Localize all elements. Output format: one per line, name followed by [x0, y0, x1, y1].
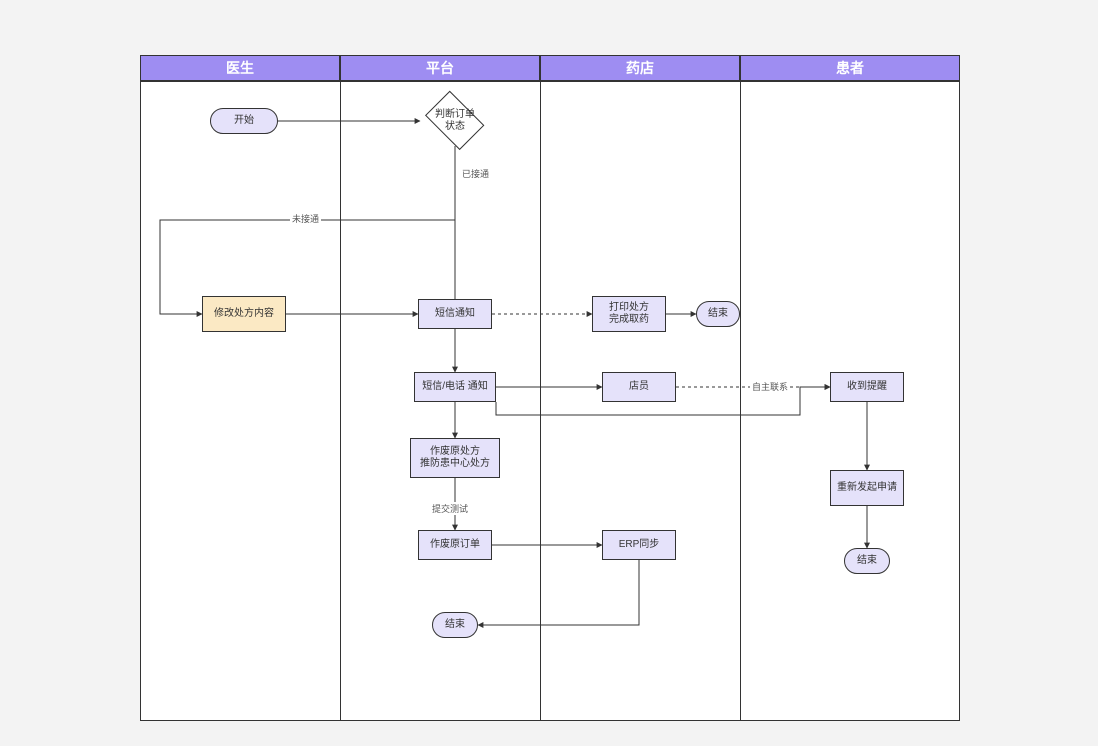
node-edit-rx: 修改处方内容 — [202, 296, 286, 332]
lane-divider — [340, 81, 341, 721]
node-sms-notify: 短信通知 — [418, 299, 492, 329]
node-end3: 结束 — [844, 548, 890, 574]
node-label: 判断订单状态 — [420, 96, 490, 146]
node-erp: ERP同步 — [602, 530, 676, 560]
edge-label: 未接通 — [290, 212, 321, 225]
swimlane-header-lane-pharmacy: 药店 — [540, 55, 740, 81]
node-end1: 结束 — [696, 301, 740, 327]
edge-label: 自主联系 — [750, 380, 790, 393]
edge-label: 提交测试 — [430, 502, 470, 515]
lane-divider — [540, 81, 541, 721]
swimlane-header-lane-patient: 患者 — [740, 55, 960, 81]
node-decision: 判断订单状态 — [420, 96, 490, 146]
lane-divider — [740, 81, 741, 721]
node-start: 开始 — [210, 108, 278, 134]
node-sms-tel: 短信/电话 通知 — [414, 372, 496, 402]
swimlane-header-lane-doctor: 医生 — [140, 55, 340, 81]
edge-label: 已接通 — [460, 167, 491, 180]
node-end2: 结束 — [432, 612, 478, 638]
swimlane-header-lane-platform: 平台 — [340, 55, 540, 81]
node-void-rx: 作废原处方推防患中心处方 — [410, 438, 500, 478]
node-clerk: 店员 — [602, 372, 676, 402]
node-refund: 重新发起申请 — [830, 470, 904, 506]
node-print-rx: 打印处方完成取药 — [592, 296, 666, 332]
node-receive: 收到提醒 — [830, 372, 904, 402]
flowchart-canvas: 医生平台药店患者 开始判断订单状态修改处方内容短信通知打印处方完成取药结束短信/… — [0, 0, 1098, 746]
node-void-order: 作废原订单 — [418, 530, 492, 560]
